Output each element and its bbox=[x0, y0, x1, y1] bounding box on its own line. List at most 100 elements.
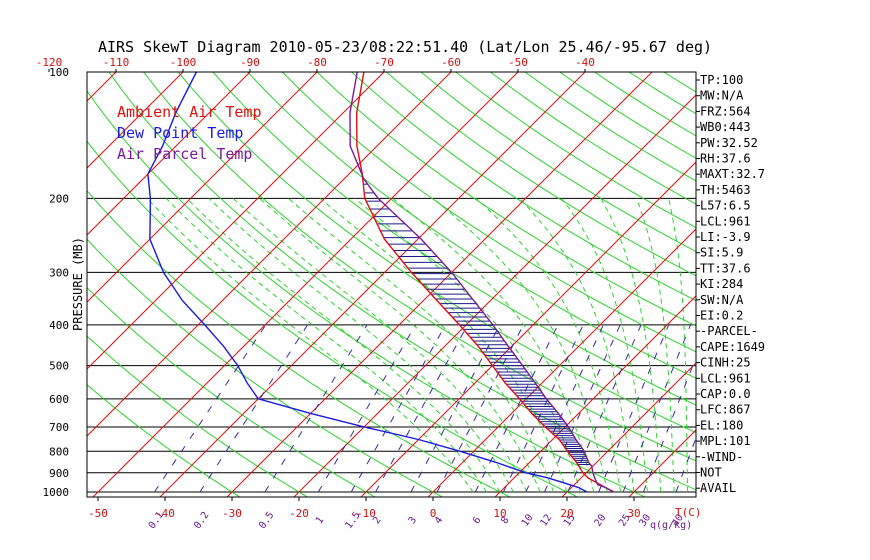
legend-entry: Ambient Air Temp bbox=[117, 103, 262, 121]
isotherm-line bbox=[159, 72, 586, 497]
index-label: CAP:0.0 bbox=[700, 387, 751, 401]
top-temp-tick-label: -70 bbox=[374, 56, 394, 69]
index-label: L57:6.5 bbox=[700, 199, 751, 213]
mixing-ratio-line bbox=[642, 355, 696, 493]
mixing-ratio-line bbox=[350, 324, 447, 493]
isotherm-line bbox=[226, 72, 653, 497]
isotherm-line bbox=[759, 31, 870, 501]
mixing-ratio-label: 0.2 bbox=[192, 510, 211, 531]
mixing-ratio-label: 3 bbox=[407, 515, 419, 526]
top-temp-tick-label: -120 bbox=[36, 56, 63, 69]
parcel-temp-line bbox=[349, 72, 615, 493]
bottom-temp-tick-label: 20 bbox=[560, 507, 573, 520]
dry-adiabat bbox=[87, 140, 579, 497]
isotherm-line bbox=[87, 72, 452, 437]
bottom-temp-tick-label: -50 bbox=[88, 507, 108, 520]
moist-adiabat bbox=[519, 198, 635, 493]
pressure-tick-label: 600 bbox=[49, 393, 69, 406]
isotherm-line bbox=[293, 94, 696, 497]
dry-adiabat bbox=[733, 31, 870, 501]
dry-adiabat bbox=[87, 335, 309, 497]
ambient-temp-line bbox=[355, 72, 615, 493]
mixing-ratio-label: 1 bbox=[314, 515, 326, 526]
index-label: -WIND- bbox=[700, 450, 743, 464]
pressure-tick-label: 400 bbox=[49, 319, 69, 332]
bottom-axis-unit: T(C) bbox=[675, 506, 702, 519]
index-label: AVAIL bbox=[700, 481, 736, 495]
dry-adiabat bbox=[636, 31, 870, 501]
bottom-temp-tick-label: -30 bbox=[222, 507, 242, 520]
isotherm-line bbox=[87, 72, 251, 236]
moist-adiabat bbox=[432, 198, 608, 493]
index-label: RH:37.6 bbox=[700, 152, 751, 166]
dry-adiabat bbox=[142, 72, 696, 462]
mixing-ratio-label: 2 bbox=[371, 515, 383, 526]
index-label: NOT bbox=[700, 466, 722, 480]
top-temp-tick-label: -90 bbox=[240, 56, 260, 69]
pressure-tick-label: 500 bbox=[49, 360, 69, 373]
bottom-temp-tick-label: -20 bbox=[289, 507, 309, 520]
dry-adiabat bbox=[212, 72, 696, 406]
top-temp-tick-label: -110 bbox=[103, 56, 130, 69]
index-label: PW:32.52 bbox=[700, 136, 758, 150]
dewpoint-line bbox=[147, 72, 588, 493]
dry-adiabat bbox=[316, 72, 696, 327]
top-temp-tick-label: -80 bbox=[307, 56, 327, 69]
isotherm-line bbox=[427, 228, 696, 497]
y-axis-label: PRESSURE (MB) bbox=[71, 237, 85, 331]
pressure-tick-label: 700 bbox=[49, 421, 69, 434]
index-label: SI:5.9 bbox=[700, 246, 743, 260]
index-label: TH:5463 bbox=[700, 183, 751, 197]
top-temp-tick-label: -40 bbox=[575, 56, 595, 69]
dry-adiabat bbox=[350, 72, 696, 302]
moist-adiabat bbox=[561, 198, 648, 493]
pressure-tick-label: 100 bbox=[49, 66, 69, 79]
index-label: -PARCEL- bbox=[700, 324, 758, 338]
mixing-ratio-label: 0.5 bbox=[257, 510, 276, 531]
isotherm-line bbox=[87, 72, 318, 303]
dry-adiabat bbox=[87, 238, 444, 497]
mixing-ratio-line bbox=[317, 324, 417, 493]
bottom-temp-tick-label: 30 bbox=[627, 507, 640, 520]
mixing-ratio-label: 4 bbox=[433, 515, 445, 526]
mixing-ratio-label: 10 bbox=[520, 512, 536, 528]
moist-adiabat bbox=[636, 198, 675, 492]
moist-adiabat bbox=[668, 198, 689, 492]
moist-adiabat bbox=[319, 198, 568, 493]
dry-adiabat bbox=[668, 31, 870, 501]
isotherm-line bbox=[561, 362, 696, 497]
isotherm-line bbox=[494, 295, 696, 497]
moist-adiabat bbox=[186, 198, 501, 493]
moist-adiabat bbox=[208, 198, 514, 493]
index-label: SW:N/A bbox=[700, 293, 744, 307]
isotherm-line bbox=[0, 31, 23, 501]
isotherm-line bbox=[360, 161, 696, 497]
dry-adiabat bbox=[246, 72, 696, 379]
top-temp-tick-label: -100 bbox=[170, 56, 197, 69]
mixing-ratio-label: 8 bbox=[499, 515, 511, 526]
moist-adiabat bbox=[475, 198, 622, 493]
mixing-ratio-line bbox=[622, 324, 692, 493]
index-label: LCL:961 bbox=[700, 214, 751, 228]
index-label: EL:180 bbox=[700, 418, 743, 432]
moist-adiabat bbox=[259, 198, 541, 493]
dry-adiabat bbox=[420, 72, 696, 253]
pressure-tick-label: 1000 bbox=[43, 486, 70, 499]
bottom-temp-tick-label: -40 bbox=[155, 507, 175, 520]
mixing-ratio-line bbox=[199, 324, 308, 493]
index-label: CINH:25 bbox=[700, 356, 751, 370]
mixing-ratio-line bbox=[264, 324, 368, 493]
mixing-ratio-label: 12 bbox=[538, 512, 554, 528]
isotherm-line bbox=[92, 72, 519, 497]
dry-adiabat bbox=[87, 384, 241, 497]
mixing-ratio-label: 20 bbox=[593, 512, 609, 528]
dry-adiabat bbox=[385, 72, 696, 277]
moist-adiabat bbox=[288, 198, 555, 493]
top-temp-tick-label: -50 bbox=[508, 56, 528, 69]
index-label: MW:N/A bbox=[700, 89, 744, 103]
index-label: TP:100 bbox=[700, 73, 743, 87]
index-label: WB0:443 bbox=[700, 120, 751, 134]
legend-entry: Air Parcel Temp bbox=[117, 145, 252, 163]
dry-adiabat bbox=[87, 286, 376, 497]
index-label: MPL:101 bbox=[700, 434, 751, 448]
